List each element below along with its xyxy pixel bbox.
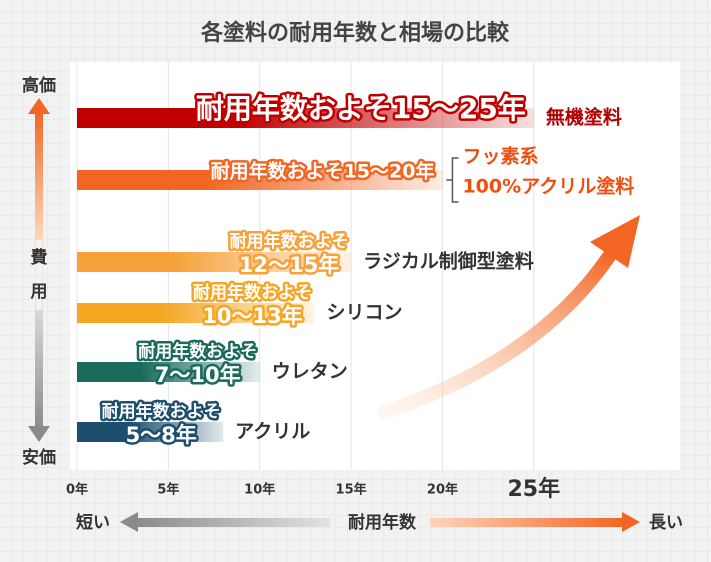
bar — [77, 362, 260, 382]
y-bottom-label: 安価 — [22, 447, 56, 468]
value-label: 12〜15年 — [239, 253, 339, 277]
x-arrow-head — [120, 512, 138, 532]
category-label: フッ素系 — [462, 145, 538, 168]
value-label: 耐用年数およそ — [138, 341, 257, 362]
value-label: 7〜10年 — [155, 363, 241, 387]
y-arrow-head — [28, 426, 50, 442]
x-left-label: 短い — [76, 512, 110, 533]
trend-arrow-head — [590, 215, 640, 268]
x-tick-label: 10年 — [244, 482, 275, 498]
x-tick-label: 15年 — [336, 482, 367, 498]
bar — [77, 422, 224, 442]
value-label: 耐用年数およそ — [102, 401, 221, 422]
x-tick-label: 0年 — [66, 482, 88, 498]
x-arrow-gap — [330, 510, 430, 534]
category-label: アクリル — [235, 421, 310, 443]
y-arrow-gap — [36, 240, 42, 310]
value-label: 10〜13年 — [202, 304, 302, 328]
trend-arrow — [378, 245, 619, 419]
y-middle-label: 費 — [31, 247, 48, 268]
bar — [77, 252, 352, 272]
category-label: 無機塗料 — [546, 106, 622, 129]
category-label: シリコン — [327, 302, 403, 324]
bar — [77, 108, 534, 128]
value-label: 5〜8年 — [126, 423, 197, 447]
y-top-label: 高価 — [22, 75, 56, 96]
bar — [77, 170, 443, 190]
category-bracket — [446, 157, 459, 203]
value-label: 耐用年数およそ15〜25年 — [196, 92, 526, 125]
y-middle-label: 用 — [31, 282, 48, 302]
y-arrow-head — [28, 98, 50, 114]
value-label: 耐用年数およそ — [230, 231, 349, 252]
value-label: 耐用年数およそ — [193, 282, 312, 303]
value-label: 耐用年数およそ15〜20年 — [211, 160, 435, 183]
x-tick-label: 25年 — [508, 476, 561, 502]
x-arrow-head — [622, 512, 640, 532]
x-right-label: 長い — [649, 513, 683, 533]
bar — [77, 303, 315, 323]
category-label: 100%アクリル塗料 — [462, 175, 634, 198]
category-label: ウレタン — [272, 361, 348, 383]
x-tick-label: 5年 — [157, 482, 179, 498]
x-tick-label: 20年 — [427, 482, 458, 498]
chart-title: 各塗料の耐用年数と相場の比較 — [200, 20, 510, 46]
category-label: ラジカル制御型塗料 — [363, 250, 534, 273]
x-middle-label: 耐用年数 — [348, 512, 417, 533]
